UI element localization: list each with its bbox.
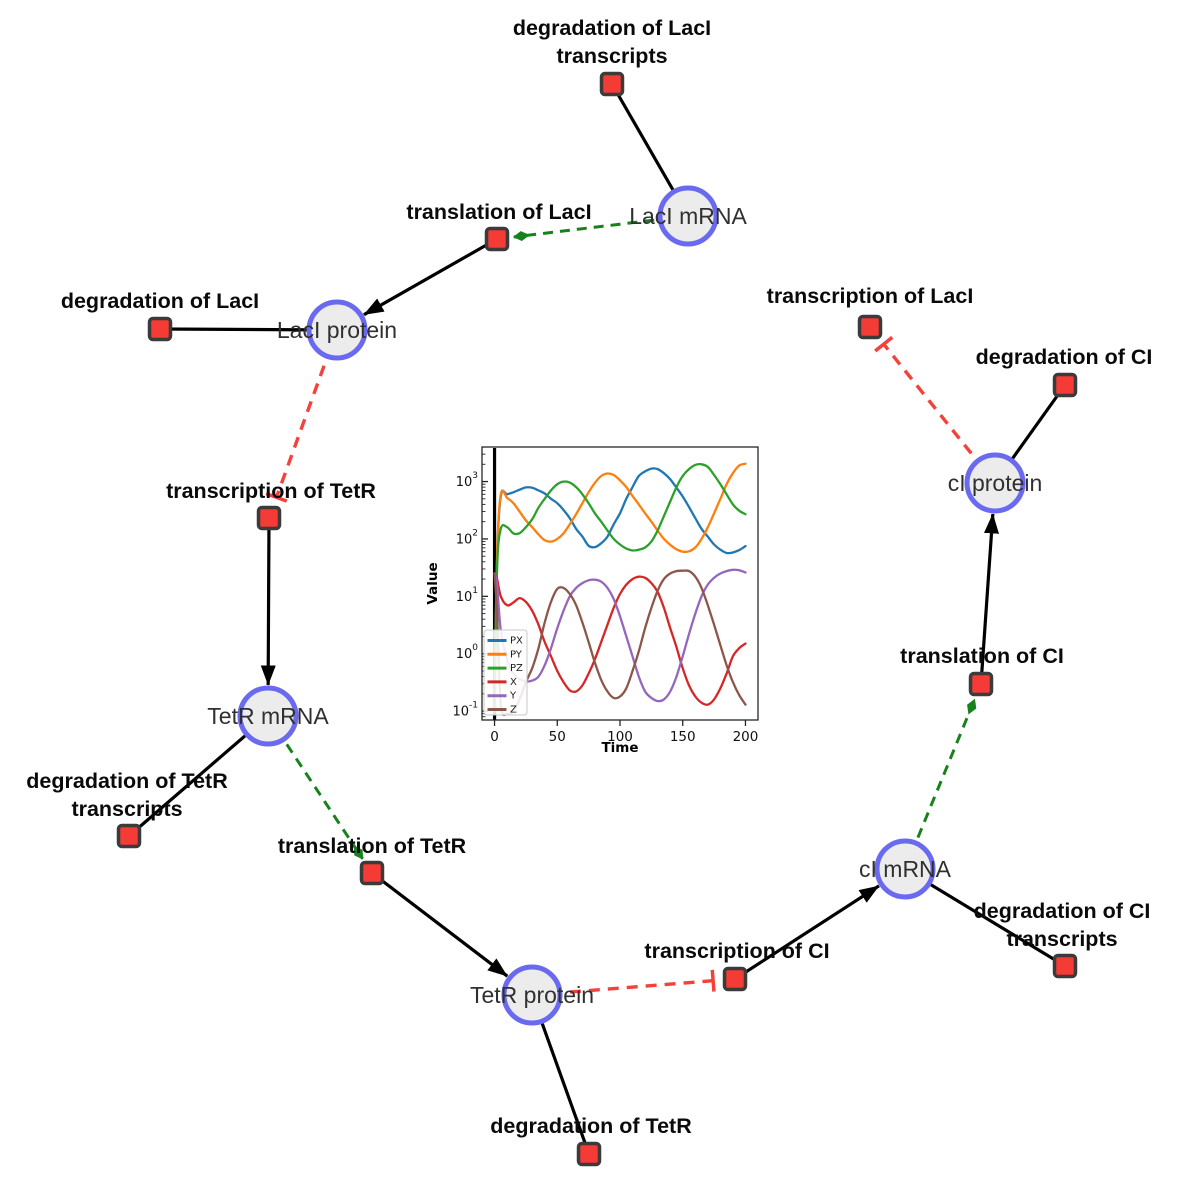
reaction-label-deg_laci_tx: degradation of LacI bbox=[513, 16, 711, 40]
reaction-node-deg_laci bbox=[147, 316, 173, 342]
reaction-label-deg_laci: degradation of LacI bbox=[61, 289, 259, 313]
chart-y-tick-label: 100 bbox=[456, 643, 479, 662]
reaction-label-transl_tetr: translation of TetR bbox=[278, 834, 467, 858]
chart-x-tick-label: 150 bbox=[670, 729, 696, 745]
species-label-ci_protein: cI protein bbox=[948, 470, 1043, 496]
species-label-tetr_mrna: TetR mRNA bbox=[207, 703, 329, 729]
reaction-node-transl_laci bbox=[484, 226, 510, 252]
reaction-label-deg_tetr_tx: transcripts bbox=[71, 797, 182, 821]
reaction-node-tx_ci bbox=[722, 966, 748, 992]
species-label-laci_mrna: LacI mRNA bbox=[629, 203, 747, 229]
chart-legend-entry-z: Z bbox=[510, 705, 517, 716]
reaction-label-deg_ci_tx: degradation of CI bbox=[974, 899, 1151, 923]
reaction-node-transl_tetr bbox=[359, 860, 385, 886]
edge-modifier-tetr_mrna-to-transl_tetr bbox=[266, 715, 364, 860]
species-node-ci_protein bbox=[964, 452, 1026, 514]
species-label-tetr_protein: TetR protein bbox=[470, 982, 594, 1008]
edge-product-tx_ci-to-ci_mrna bbox=[734, 884, 880, 981]
species-node-laci_protein bbox=[306, 299, 368, 361]
reaction-label-deg_tetr_tx: degradation of TetR bbox=[26, 769, 228, 793]
reaction-label-tx_laci: transcription of LacI bbox=[767, 284, 974, 308]
chart-legend-entry-pz: PZ bbox=[510, 663, 523, 674]
reaction-label-deg_tetr: degradation of TetR bbox=[490, 1114, 692, 1138]
chart-series-px-line bbox=[493, 467, 747, 713]
labels-layer: degradation of LacI transcripts translatio… bbox=[26, 16, 1152, 1138]
reaction-label-deg_laci_tx: transcripts bbox=[556, 44, 667, 68]
reaction-node-transl_ci bbox=[968, 671, 994, 697]
chart-x-axis-label: Time bbox=[601, 740, 638, 756]
reaction-label-transl_laci: translation of LacI bbox=[406, 200, 591, 224]
species-node-tetr_protein bbox=[501, 964, 563, 1026]
chart-y-axis-label: Value bbox=[425, 562, 441, 604]
reaction-node-deg_ci bbox=[1052, 372, 1078, 398]
chart-y-tick-label: 103 bbox=[456, 471, 478, 490]
chart-frame bbox=[481, 446, 759, 721]
chart-legend-entry-y: Y bbox=[509, 691, 517, 702]
reaction-label-transl_ci: translation of CI bbox=[900, 644, 1064, 668]
chart-x-tick-label: 200 bbox=[733, 729, 759, 745]
chart-y-tick-label: 102 bbox=[456, 528, 478, 547]
chart-x-tick-label: 100 bbox=[607, 729, 633, 745]
species-node-laci_mrna bbox=[657, 185, 719, 247]
chart-legend-entry-px: PX bbox=[510, 636, 523, 647]
reaction-label-tx_tetr: transcription of TetR bbox=[166, 479, 376, 503]
nodes-layer bbox=[116, 71, 1078, 1167]
species-label-laci_protein: LacI protein bbox=[277, 317, 397, 343]
reaction-node-deg_tetr bbox=[576, 1141, 602, 1167]
edge-reactant-tetr_mrna-to-deg_tetr_tx bbox=[127, 714, 270, 838]
edge-reactant-ci_mrna-to-deg_ci_tx bbox=[904, 867, 1066, 968]
reaction-node-deg_laci_tx bbox=[599, 71, 625, 97]
edge-product-transl_laci-to-laci_protein bbox=[363, 237, 498, 317]
chart-y-tick-label: 10-1 bbox=[452, 701, 478, 720]
chart-series-x-line bbox=[493, 572, 747, 706]
species-node-tetr_mrna bbox=[237, 685, 299, 747]
species-label-ci_mrna: cI mRNA bbox=[859, 856, 952, 882]
reaction-node-tx_laci bbox=[857, 314, 883, 340]
chart-x-tick-label: 50 bbox=[549, 729, 566, 745]
chart-legend-entry-x: X bbox=[510, 677, 517, 688]
edges-layer bbox=[127, 83, 1067, 1155]
edge-modifier-ci_mrna-to-transl_ci bbox=[903, 698, 977, 870]
reaction-label-deg_ci: degradation of CI bbox=[976, 345, 1153, 369]
chart-series-y-line bbox=[493, 568, 747, 703]
reaction-node-tx_tetr bbox=[256, 505, 282, 531]
chart-series-pz-line bbox=[493, 462, 747, 713]
chart-series-z-line bbox=[493, 569, 747, 717]
chart-legend: PX PY PZ XYZ bbox=[483, 629, 528, 716]
chart-legend-entry-py: PY bbox=[510, 649, 523, 660]
reaction-label-tx_ci: transcription of CI bbox=[644, 939, 829, 963]
reaction-node-deg_ci_tx bbox=[1052, 953, 1078, 979]
species-node-ci_mrna bbox=[874, 838, 936, 900]
edge-modifier-laci_mrna-to-transl_laci bbox=[512, 214, 689, 242]
edge-product-transl_ci-to-ci_protein bbox=[979, 513, 999, 685]
chart-y-tick-label: 101 bbox=[456, 586, 478, 605]
chart-series-py-line bbox=[493, 462, 747, 713]
chart-x-tick-label: 0 bbox=[490, 729, 499, 745]
edge-product-tx_tetr-to-tetr_mrna bbox=[260, 517, 276, 686]
reaction-label-deg_ci_tx: transcripts bbox=[1006, 927, 1117, 951]
edge-product-transl_tetr-to-tetr_protein bbox=[371, 871, 509, 978]
reaction-node-deg_tetr_tx bbox=[116, 823, 142, 849]
chart-legend-box bbox=[483, 629, 528, 716]
